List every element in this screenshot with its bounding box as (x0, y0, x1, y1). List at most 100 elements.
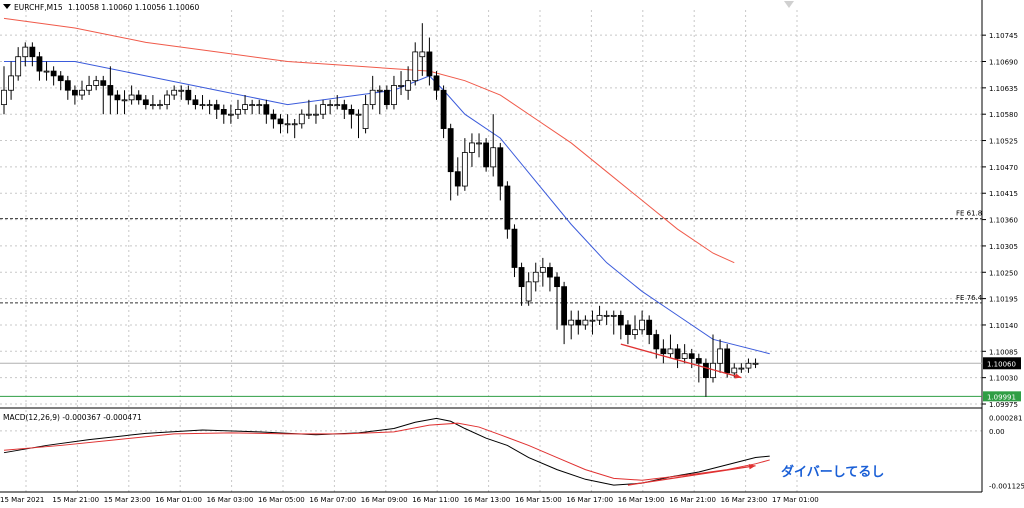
candle-body-bull (8, 75, 14, 91)
x-tick-label: 16 Mar 09:00 (361, 496, 408, 504)
candle-body-bull (242, 104, 248, 110)
y-tick-label: 1.10745 (989, 32, 1018, 40)
candle (327, 99, 334, 115)
candle-body-bull (525, 281, 532, 302)
ma-fast-line (4, 61, 770, 355)
candle (391, 75, 397, 110)
candle-body-bear (114, 94, 121, 101)
candle (36, 51, 43, 81)
candle (213, 99, 220, 119)
candle-body-bear (547, 267, 553, 278)
candle-body-bear (625, 324, 631, 335)
price-scale[interactable]: 1.10745 1.10690 1.10635 1.10580 1.10525 1.104… (982, 32, 1018, 409)
candle (447, 123, 454, 201)
x-tick-label: 16 Mar 19:00 (618, 496, 665, 504)
candle-body-bull (681, 353, 688, 359)
candle-body-bull (568, 319, 575, 326)
candle-body-bull (164, 94, 170, 106)
candle (270, 109, 277, 129)
candle-body-bull (171, 89, 178, 96)
candle (249, 99, 256, 115)
candle (164, 90, 170, 110)
candle-body-bull (199, 104, 206, 107)
candle (745, 358, 752, 373)
candle-body-bull (731, 367, 738, 374)
trend-arrows[interactable] (620, 343, 756, 486)
x-tick-label: 17 Mar 01:00 (772, 496, 819, 504)
candle-body-bull (249, 104, 256, 107)
candle (121, 90, 128, 115)
candle-body-bull (22, 46, 29, 58)
candle-body-bear (703, 362, 709, 379)
candle (86, 75, 92, 96)
candle-body-bear (688, 353, 695, 359)
y-tick-label: 1.10030 (989, 375, 1018, 383)
candle (277, 114, 284, 134)
candle-body-bear (348, 109, 355, 115)
macd-scale[interactable]: 0.000281 0.00 -0.001125 (989, 414, 1024, 490)
candle-body-bull (93, 80, 100, 86)
x-tick-label: 16 Mar 17:00 (566, 496, 613, 504)
candle-body-bull (603, 314, 610, 317)
candle-body-bear (617, 314, 624, 326)
candle-body-bull (582, 319, 589, 326)
candle (22, 42, 29, 67)
macd-tick-label: 0.00 (989, 428, 1005, 436)
candle-body-bear (497, 147, 504, 187)
candle (497, 142, 504, 201)
candle-body-bull (405, 80, 412, 91)
candle (617, 310, 624, 340)
candle (199, 95, 206, 110)
candle-body-bear (653, 334, 660, 350)
x-tick-label: 15 Mar 2021 (0, 496, 44, 504)
candle (93, 75, 100, 91)
candle (518, 262, 525, 306)
chart-shift-marker-icon[interactable] (784, 1, 794, 8)
candle (504, 181, 511, 239)
y-tick-label: 1.10250 (989, 269, 1018, 277)
candle-body-bear (518, 267, 525, 288)
y-tick-label: 1.10195 (989, 296, 1018, 304)
symbol-dropdown-icon[interactable] (3, 4, 11, 9)
candle (107, 66, 114, 115)
candle (235, 99, 241, 119)
candle-body-bull (461, 152, 468, 187)
candle (128, 85, 135, 105)
candle-body-bear (36, 56, 43, 72)
candle-body-bear (695, 358, 702, 364)
candle-body-bear (72, 89, 78, 96)
current-price-tag (983, 357, 1021, 370)
candle (547, 262, 553, 292)
candle (355, 109, 362, 139)
price-divergence-arrow[interactable] (620, 343, 742, 379)
candle (568, 310, 575, 340)
candle-body-bear (100, 80, 107, 86)
y-tick-label: 1.10580 (989, 111, 1018, 119)
candle-body-bull (398, 85, 404, 87)
candle-body-bear (270, 113, 277, 120)
candle (610, 310, 617, 335)
candle-body-bear (142, 99, 149, 106)
candle-body-bull (738, 367, 745, 370)
x-tick-label: 16 Mar 13:00 (464, 496, 511, 504)
candle-body-bear (29, 46, 36, 58)
candle-body-bull (355, 113, 362, 116)
time-scale[interactable]: 15 Mar 2021 15 Mar 21:00 15 Mar 23:00 16 Ma… (0, 496, 819, 504)
macd-divergence-arrow[interactable] (627, 465, 756, 486)
candle-body-bear (64, 80, 71, 91)
candle (433, 71, 440, 100)
candle (398, 71, 404, 96)
fibo-levels[interactable]: FE 61.8 FE 76.4 1.10060 1.09991 (0, 210, 1021, 402)
candle-body-bear (135, 94, 142, 101)
candle-body-bull (291, 123, 298, 126)
x-tick-label: 16 Mar 01:00 (155, 496, 202, 504)
candle (596, 305, 603, 325)
candle-body-bull (639, 319, 645, 331)
candle-body-bull (752, 362, 759, 365)
candle (263, 99, 270, 124)
candle (348, 104, 355, 129)
candle (412, 42, 419, 86)
candle-body-bull (128, 94, 135, 101)
x-tick-label: 16 Mar 23:00 (721, 496, 768, 504)
candle (440, 85, 447, 139)
